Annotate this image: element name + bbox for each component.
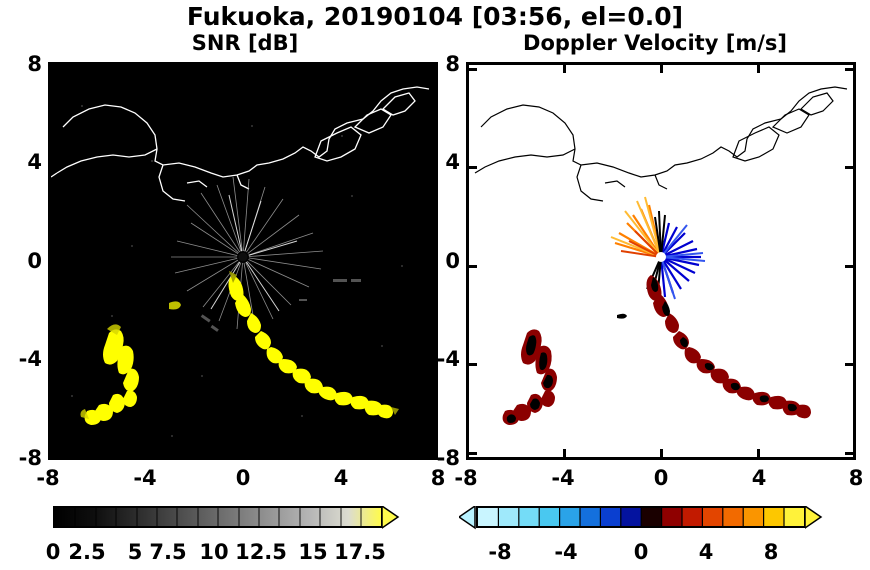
doppler-cbar-tick-m4: -4 [554, 540, 578, 564]
doppler-tick [757, 449, 760, 460]
snr-cbar-tick-2-5: 2.5 [68, 540, 106, 564]
doppler-cbar-tick-m8: -8 [488, 540, 512, 564]
doppler-tick [466, 62, 469, 73]
snr-tick [435, 449, 438, 460]
doppler-ytick-m8: -8 [436, 446, 460, 470]
doppler-tick [466, 166, 477, 169]
doppler-tick [660, 449, 663, 460]
snr-plot-area [48, 62, 438, 460]
doppler-tick [563, 62, 566, 73]
snr-xtick-8: 8 [430, 466, 446, 490]
doppler-tick [466, 449, 469, 460]
doppler-canvas [469, 65, 853, 457]
snr-tick [242, 62, 245, 73]
snr-tick [339, 449, 342, 460]
doppler-tick [853, 449, 856, 460]
doppler-tick [660, 62, 663, 73]
doppler-tick [466, 452, 477, 455]
doppler-ytick-m4: -4 [436, 347, 460, 371]
doppler-tick [845, 452, 856, 455]
page-title: Fukuoka, 20190104 [03:56, el=0.0] [186, 2, 684, 31]
doppler-xtick-8: 8 [848, 466, 864, 490]
snr-canvas [51, 65, 435, 457]
snr-tick [242, 449, 245, 460]
doppler-cbar-tick-8: 8 [763, 540, 779, 564]
doppler-ytick-4: 4 [445, 150, 460, 174]
doppler-xtick-m8: -8 [454, 466, 478, 490]
doppler-cbar-tick-0: 0 [633, 540, 649, 564]
doppler-colorbar [476, 506, 806, 528]
snr-tick [427, 452, 438, 455]
doppler-ytick-8: 8 [445, 52, 460, 76]
snr-tick [48, 166, 59, 169]
doppler-tick [563, 449, 566, 460]
snr-tick [427, 68, 438, 71]
snr-ytick-0: 0 [27, 249, 42, 273]
doppler-xtick-0: 0 [653, 466, 669, 490]
snr-tick [48, 68, 59, 71]
snr-cbar-tick-0: 0 [45, 540, 61, 564]
doppler-colorbar-arrow-max [805, 506, 823, 529]
snr-xtick-m8: -8 [36, 466, 60, 490]
snr-xtick-m4: -4 [133, 466, 157, 490]
doppler-colorbar-gradient [478, 508, 804, 526]
doppler-tick [845, 166, 856, 169]
snr-xtick-0: 0 [235, 466, 251, 490]
snr-xtick-4: 4 [333, 466, 349, 490]
snr-tick [427, 265, 438, 268]
snr-tick [48, 449, 51, 460]
doppler-tick [845, 68, 856, 71]
doppler-tick [466, 363, 477, 366]
snr-ytick-m8: -8 [18, 446, 42, 470]
snr-tick [145, 449, 148, 460]
snr-tick [48, 62, 51, 73]
snr-colorbar [53, 506, 383, 528]
snr-ytick-4: 4 [27, 150, 42, 174]
snr-cbar-tick-5: 5 [127, 540, 143, 564]
doppler-tick [845, 363, 856, 366]
snr-ytick-m4: -4 [18, 347, 42, 371]
snr-colorbar-arrow-outline [382, 506, 400, 529]
snr-tick [145, 62, 148, 73]
doppler-xtick-m4: -4 [551, 466, 575, 490]
snr-colorbar-gradient [55, 508, 381, 526]
doppler-xtick-4: 4 [751, 466, 767, 490]
snr-tick [339, 62, 342, 73]
snr-tick [427, 363, 438, 366]
doppler-tick [853, 62, 856, 73]
doppler-tick [466, 68, 477, 71]
snr-cbar-tick-7-5: 7.5 [149, 540, 187, 564]
doppler-tick [845, 265, 856, 268]
doppler-plot-area [466, 62, 856, 460]
doppler-cbar-tick-4: 4 [698, 540, 714, 564]
snr-ytick-8: 8 [27, 52, 42, 76]
snr-cbar-tick-17-5: 17.5 [334, 540, 386, 564]
snr-tick [48, 265, 59, 268]
snr-tick [48, 452, 59, 455]
snr-cbar-tick-10: 10 [199, 540, 229, 564]
doppler-tick [466, 265, 477, 268]
doppler-ytick-0: 0 [445, 249, 460, 273]
snr-cbar-tick-12-5: 12.5 [235, 540, 287, 564]
snr-cbar-tick-15: 15 [298, 540, 328, 564]
panel-title-doppler: Doppler Velocity [m/s] [523, 31, 787, 55]
snr-tick [435, 62, 438, 73]
snr-tick [48, 363, 59, 366]
doppler-tick [757, 62, 760, 73]
panel-title-snr: SNR [dB] [191, 31, 299, 55]
doppler-colorbar-arrow-min [459, 506, 476, 530]
snr-tick [427, 166, 438, 169]
